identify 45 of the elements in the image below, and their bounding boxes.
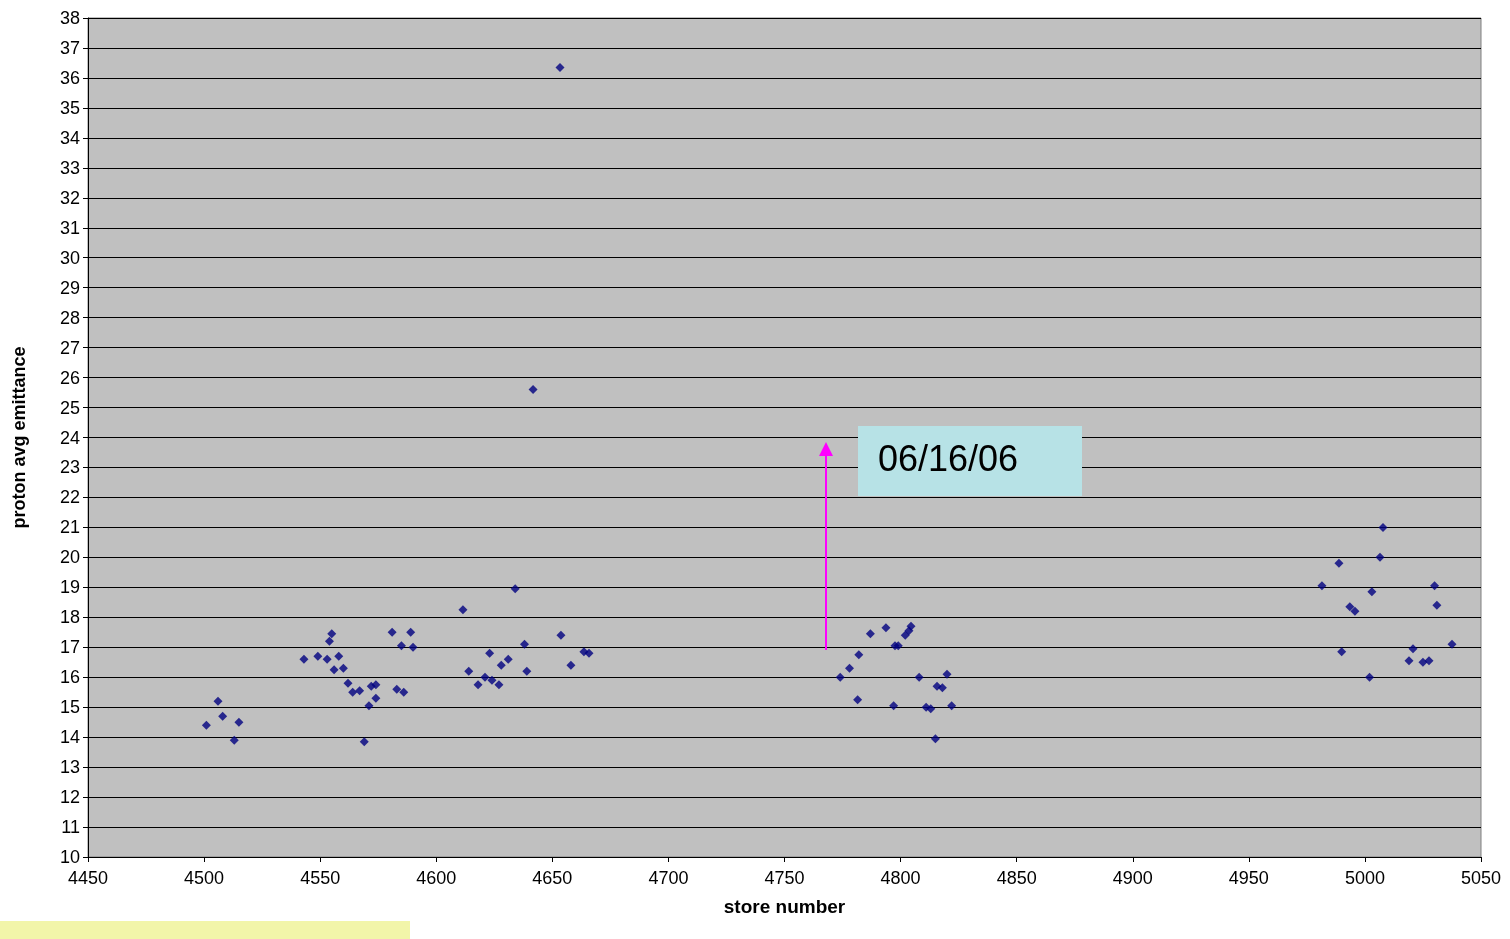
x-tick-label: 4550 xyxy=(300,868,341,888)
y-tick-label: 16 xyxy=(59,667,80,688)
y-tick-label: 36 xyxy=(59,67,80,88)
y-tick-label: 14 xyxy=(59,727,80,748)
y-tick-label: 23 xyxy=(59,457,80,478)
y-tick-label: 11 xyxy=(61,817,80,838)
x-tick-label: 4650 xyxy=(532,868,573,888)
x-tick-label: 4800 xyxy=(880,868,921,888)
y-axis-title: proton avg emittance xyxy=(9,346,29,529)
x-tick-label: 4950 xyxy=(1228,868,1269,888)
y-tick-label: 33 xyxy=(59,157,80,178)
y-tick-label: 20 xyxy=(59,547,80,568)
y-tick-label: 13 xyxy=(59,757,80,778)
y-tick-label: 15 xyxy=(59,697,80,718)
y-tick-label: 38 xyxy=(59,8,80,28)
y-tick-label: 18 xyxy=(59,607,80,628)
y-tick-label: 24 xyxy=(59,427,80,448)
y-tick-label: 31 xyxy=(59,217,80,238)
y-tick-label: 37 xyxy=(59,37,80,58)
x-tick-label: 5050 xyxy=(1460,868,1502,888)
y-tick-label: 28 xyxy=(59,307,80,328)
y-tick-label: 26 xyxy=(59,367,80,388)
x-tick-label: 4850 xyxy=(996,868,1037,888)
y-tick-label: 17 xyxy=(59,637,80,658)
y-tick-label: 29 xyxy=(59,277,80,298)
y-tick-label: 25 xyxy=(59,397,80,418)
y-tick-label: 30 xyxy=(59,247,80,268)
y-tick-label: 27 xyxy=(59,337,80,358)
y-tick-label: 19 xyxy=(59,577,80,598)
annotation: 06/16/06 xyxy=(858,426,1082,496)
y-tick-label: 32 xyxy=(59,187,80,208)
x-tick-label: 4600 xyxy=(416,868,457,888)
x-tick-label: 4450 xyxy=(67,868,109,888)
y-tick-label: 12 xyxy=(59,787,80,808)
x-tick-label: 4500 xyxy=(184,868,225,888)
y-tick-label: 10 xyxy=(59,847,80,867)
x-tick-label: 5000 xyxy=(1344,868,1385,888)
x-axis-title: store number xyxy=(723,896,846,917)
y-tick-label: 22 xyxy=(59,487,80,508)
y-tick-label: 35 xyxy=(59,97,80,118)
y-tick-label: 21 xyxy=(59,517,80,538)
x-tick-label: 4900 xyxy=(1112,868,1153,888)
y-tick-label: 34 xyxy=(59,127,80,148)
x-tick-label: 4750 xyxy=(764,868,805,888)
x-tick-label: 4700 xyxy=(648,868,689,888)
